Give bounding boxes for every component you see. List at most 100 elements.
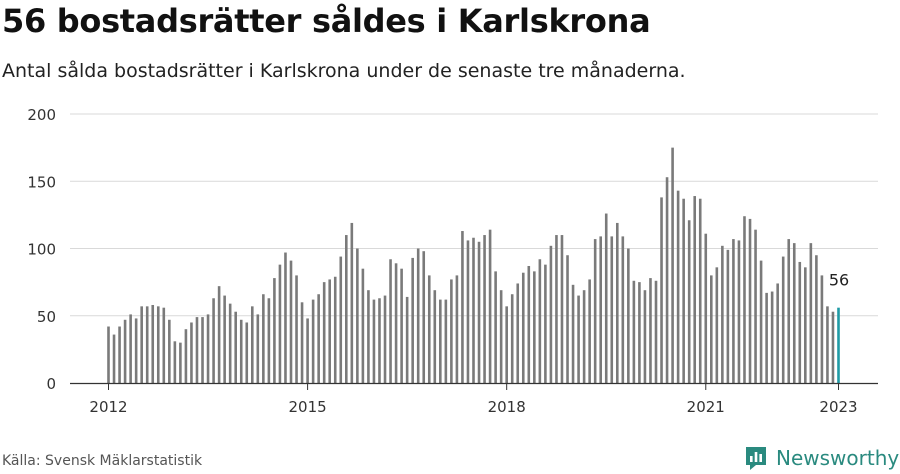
bar bbox=[405, 296, 409, 383]
bar bbox=[173, 341, 177, 383]
bar bbox=[184, 329, 188, 383]
bar bbox=[195, 317, 199, 383]
bar bbox=[826, 306, 829, 383]
bar bbox=[145, 306, 149, 383]
x-tick-label: 2021 bbox=[687, 398, 725, 416]
bar bbox=[499, 290, 503, 383]
highlight-data-label: 56 bbox=[829, 271, 849, 290]
bar bbox=[306, 318, 309, 383]
bar bbox=[361, 268, 365, 383]
bar bbox=[582, 290, 586, 383]
bar bbox=[809, 243, 813, 383]
bar bbox=[726, 249, 730, 383]
bar bbox=[328, 279, 332, 383]
bar bbox=[339, 256, 343, 383]
bar bbox=[571, 284, 575, 383]
bar bbox=[632, 280, 636, 383]
bar bbox=[295, 275, 298, 383]
bar bbox=[643, 290, 647, 383]
bar bbox=[638, 282, 641, 384]
x-tick-label: 2023 bbox=[819, 398, 857, 416]
bar bbox=[273, 278, 276, 383]
bar bbox=[505, 306, 508, 383]
bar bbox=[488, 229, 492, 383]
bar bbox=[494, 271, 497, 383]
bar bbox=[367, 290, 370, 383]
bar bbox=[665, 177, 669, 383]
bar bbox=[350, 222, 354, 383]
bar bbox=[168, 319, 171, 383]
bar bbox=[112, 334, 116, 383]
bar bbox=[560, 235, 564, 383]
bar bbox=[433, 290, 437, 383]
bar bbox=[704, 233, 708, 383]
bar bbox=[201, 317, 204, 383]
bar bbox=[411, 257, 414, 383]
bar bbox=[715, 267, 719, 383]
bar bbox=[472, 237, 475, 383]
bar bbox=[372, 299, 376, 383]
bar bbox=[693, 196, 697, 383]
source-note: Källa: Svensk Mäklarstatistik bbox=[2, 453, 203, 469]
bar bbox=[455, 275, 459, 383]
bar bbox=[660, 197, 663, 383]
x-tick-label: 2015 bbox=[288, 398, 326, 416]
bar bbox=[770, 291, 774, 383]
bar bbox=[759, 260, 763, 383]
brand-block[interactable]: Newsworthy bbox=[744, 444, 899, 472]
bar bbox=[815, 255, 818, 383]
bar bbox=[389, 259, 392, 383]
bar bbox=[256, 314, 260, 383]
bar bbox=[179, 342, 182, 383]
x-tick-label: 2018 bbox=[488, 398, 526, 416]
bar bbox=[820, 275, 824, 383]
bar bbox=[322, 282, 326, 384]
bar bbox=[245, 322, 249, 383]
bar bbox=[776, 283, 779, 383]
bar bbox=[317, 294, 320, 383]
bar bbox=[345, 235, 348, 383]
y-tick-label: 100 bbox=[27, 241, 56, 259]
bar bbox=[649, 278, 652, 383]
bar bbox=[400, 268, 403, 383]
bar bbox=[190, 322, 193, 383]
bar bbox=[300, 302, 304, 383]
bar bbox=[278, 264, 282, 383]
bar bbox=[698, 198, 702, 383]
bar bbox=[555, 235, 558, 383]
bar bbox=[599, 236, 602, 383]
bar bbox=[483, 235, 486, 383]
bar bbox=[477, 241, 481, 383]
bar bbox=[262, 294, 265, 383]
bar bbox=[311, 299, 315, 383]
bar bbox=[118, 326, 121, 383]
bar bbox=[588, 279, 591, 383]
bar bbox=[234, 311, 237, 383]
bar bbox=[765, 292, 768, 383]
bar bbox=[444, 299, 448, 383]
bar bbox=[383, 295, 387, 383]
bar bbox=[682, 198, 685, 383]
bar bbox=[710, 275, 713, 383]
bar bbox=[107, 326, 110, 383]
bar bbox=[527, 265, 531, 383]
bar bbox=[416, 248, 420, 383]
y-tick-label: 50 bbox=[37, 308, 56, 326]
bar bbox=[466, 240, 470, 383]
bar bbox=[162, 307, 166, 383]
bar bbox=[837, 307, 840, 383]
bar bbox=[217, 286, 221, 383]
bar bbox=[615, 222, 619, 383]
bar bbox=[140, 306, 143, 383]
bar bbox=[754, 229, 757, 383]
bar bbox=[577, 295, 580, 383]
bar bbox=[521, 272, 525, 383]
bar bbox=[134, 318, 138, 383]
bar bbox=[284, 252, 287, 383]
bar bbox=[737, 240, 741, 383]
bar bbox=[538, 259, 542, 383]
bar bbox=[223, 295, 226, 383]
bar-chart: 0 50 100 150 200 2012 2015 2018 2021 2023 56 bbox=[27, 106, 878, 416]
bar bbox=[566, 255, 569, 383]
bar bbox=[333, 276, 337, 383]
